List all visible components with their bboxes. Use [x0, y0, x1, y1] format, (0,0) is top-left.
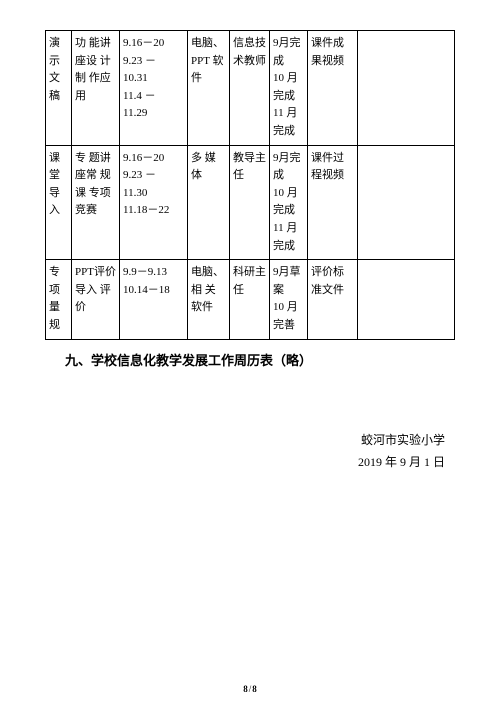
cell-c8 [358, 260, 455, 339]
page-current: 8 [243, 684, 248, 694]
cell-c2: 功 能讲 座设 计制 作应用 [72, 31, 120, 146]
cell-c5: 信息技术教师 [230, 31, 270, 146]
cell-c4: 电脑、PPT 软件 [188, 31, 230, 146]
signoff-block: 蛟河市实验小学 2019 年 9 月 1 日 [45, 429, 455, 475]
table-row: 专项量规 PPT评价 导入 评价 9.9－9.1310.14－18 电脑、相 关… [46, 260, 455, 339]
page-total: 8 [252, 684, 257, 694]
section-heading: 九、学校信息化教学发展工作周历表（略） [45, 350, 455, 369]
signoff-org: 蛟河市实验小学 [45, 429, 445, 452]
cell-c7: 课件过程视频 [308, 145, 358, 260]
cell-c3: 9.9－9.1310.14－18 [120, 260, 188, 339]
cell-c2: 专 题讲 座常 规课 专项 竞赛 [72, 145, 120, 260]
cell-c4: 电脑、相 关软件 [188, 260, 230, 339]
cell-c5: 科研主任 [230, 260, 270, 339]
cell-c7: 课件成果视频 [308, 31, 358, 146]
cell-c1: 课堂导入 [46, 145, 72, 260]
cell-c5: 教导主任 [230, 145, 270, 260]
cell-c6: 9月完成10 月完成11 月完成 [270, 31, 308, 146]
table-row: 演示文稿 功 能讲 座设 计制 作应用 9.16－209.23 －10.3111… [46, 31, 455, 146]
cell-c8 [358, 145, 455, 260]
cell-c4: 多 媒体 [188, 145, 230, 260]
cell-c7: 评价标准文件 [308, 260, 358, 339]
cell-c6: 9月完成10 月完成11 月完成 [270, 145, 308, 260]
schedule-table: 演示文稿 功 能讲 座设 计制 作应用 9.16－209.23 －10.3111… [45, 30, 455, 340]
cell-c8 [358, 31, 455, 146]
cell-c3: 9.16－209.23 －11.3011.18－22 [120, 145, 188, 260]
cell-c1: 专项量规 [46, 260, 72, 339]
signoff-date: 2019 年 9 月 1 日 [45, 451, 445, 474]
table-row: 课堂导入 专 题讲 座常 规课 专项 竞赛 9.16－209.23 －11.30… [46, 145, 455, 260]
cell-c3: 9.16－209.23 －10.3111.4 －11.29 [120, 31, 188, 146]
cell-c6: 9月草案10 月完善 [270, 260, 308, 339]
cell-c1: 演示文稿 [46, 31, 72, 146]
cell-c2: PPT评价 导入 评价 [72, 260, 120, 339]
page-footer: 8/8 [0, 684, 500, 694]
